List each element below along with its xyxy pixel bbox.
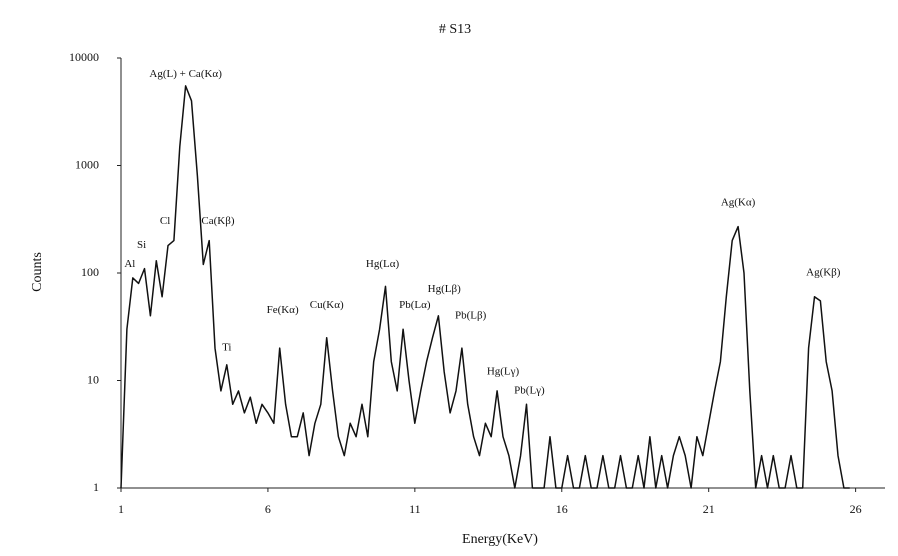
peak-annotation: Hg(Lα) (366, 258, 400, 270)
x-tick-label: 11 (409, 502, 421, 516)
peak-annotation: Ag(Kβ) (806, 267, 841, 279)
x-tick-label: 6 (265, 502, 271, 516)
x-tick-label: 26 (850, 502, 862, 516)
x-tick-label: 21 (703, 502, 715, 516)
x-axis-label: Energy(KeV) (462, 532, 538, 547)
y-tick-label: 1 (93, 480, 99, 494)
chart: # S13 Energy(KeV) Counts 1 10 100 1000 10000… (0, 0, 898, 556)
peak-annotation: Ti (222, 342, 231, 354)
peak-annotation: Ag(L) + Ca(Kα) (149, 68, 222, 80)
y-axis-label: Counts (30, 252, 45, 292)
peak-annotation: Ca(Kβ) (201, 215, 234, 227)
x-tick-label: 1 (118, 502, 124, 516)
y-tick-label: 10 (87, 372, 99, 386)
y-tick-label: 100 (81, 265, 99, 279)
peak-annotation: Pb(Lβ) (455, 309, 487, 321)
peak-annotation: Ag(Kα) (721, 196, 756, 208)
peak-annotation: Si (137, 239, 146, 251)
chart-title: # S13 (439, 22, 471, 37)
peak-annotation: Pb(Lα) (399, 299, 431, 311)
peak-annotation: Hg(Lβ) (428, 283, 461, 295)
peak-annotation: Cu(Kα) (310, 299, 344, 311)
peak-annotation: Al (124, 258, 135, 270)
y-tick-label: 10000 (69, 50, 99, 64)
x-tick-label: 16 (556, 502, 568, 516)
peak-annotation: Hg(Lγ) (487, 366, 520, 378)
peak-annotation: Fe(Kα) (267, 304, 299, 316)
peak-annotation: Pb(Lγ) (514, 384, 545, 396)
peak-annotation: Cl (160, 215, 170, 227)
spectrum-line (121, 86, 850, 488)
y-tick-label: 1000 (75, 157, 99, 171)
